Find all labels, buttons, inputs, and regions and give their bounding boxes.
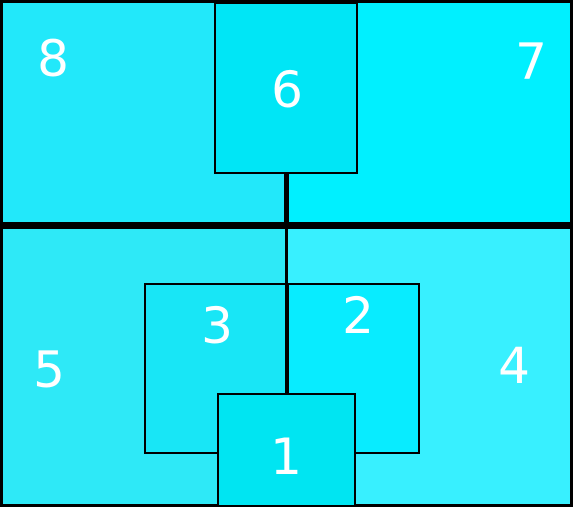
connector-6-to-divider	[284, 172, 289, 226]
region-7-label: 7	[515, 33, 547, 91]
region-1-label: 1	[270, 428, 302, 486]
region-8-label: 8	[37, 30, 69, 88]
region-3-label: 3	[201, 297, 233, 355]
region-5-label: 5	[33, 341, 65, 399]
region-6	[214, 2, 358, 174]
region-2-label: 2	[342, 287, 374, 345]
region-4-label: 4	[498, 337, 530, 395]
region-6-label: 6	[271, 61, 303, 119]
region-1	[217, 393, 356, 507]
connector-divider-to-1	[285, 226, 288, 395]
